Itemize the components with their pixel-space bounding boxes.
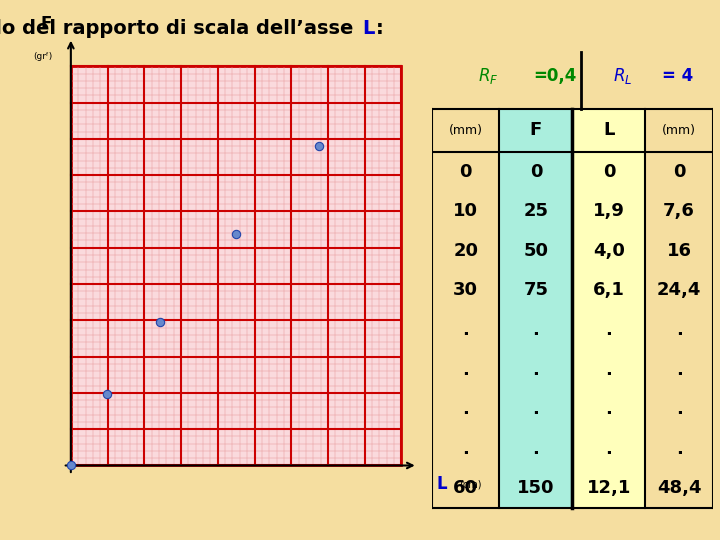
Text: L: L xyxy=(362,19,374,38)
Text: 60: 60 xyxy=(453,480,478,497)
Bar xyxy=(572,310,645,350)
Text: $R_L$: $R_L$ xyxy=(613,66,633,86)
Text: 16: 16 xyxy=(667,242,692,260)
Text: .: . xyxy=(675,361,683,379)
Bar xyxy=(572,389,645,429)
Bar xyxy=(572,152,645,192)
Bar xyxy=(572,469,645,508)
Text: (grᶠ): (grᶠ) xyxy=(33,52,53,62)
Text: .: . xyxy=(675,440,683,458)
Text: 75: 75 xyxy=(523,281,549,300)
Bar xyxy=(500,469,572,508)
Bar xyxy=(500,350,572,389)
Text: .: . xyxy=(462,400,469,418)
Text: 0: 0 xyxy=(459,163,472,181)
Text: .: . xyxy=(675,321,683,339)
Text: .: . xyxy=(533,321,539,339)
Text: 50: 50 xyxy=(523,242,549,260)
Text: 6,1: 6,1 xyxy=(593,281,625,300)
Text: =0,4: =0,4 xyxy=(533,67,577,85)
Text: (cm): (cm) xyxy=(459,480,481,489)
Text: .: . xyxy=(462,321,469,339)
Text: :: : xyxy=(376,19,384,38)
Text: 12,1: 12,1 xyxy=(587,480,631,497)
Bar xyxy=(572,350,645,389)
Text: 0: 0 xyxy=(603,163,615,181)
Bar xyxy=(572,109,645,152)
Text: .: . xyxy=(606,400,612,418)
Bar xyxy=(500,271,572,310)
Bar xyxy=(500,389,572,429)
Bar xyxy=(500,429,572,469)
Text: 0: 0 xyxy=(673,163,685,181)
Text: F: F xyxy=(41,15,53,32)
Text: $R_F$: $R_F$ xyxy=(478,66,498,86)
Text: 30: 30 xyxy=(453,281,478,300)
Text: 25: 25 xyxy=(523,202,549,220)
Bar xyxy=(572,271,645,310)
Text: .: . xyxy=(606,321,612,339)
Bar xyxy=(572,429,645,469)
Bar xyxy=(500,152,572,192)
Text: (mm): (mm) xyxy=(449,124,482,137)
Text: .: . xyxy=(462,361,469,379)
Text: 10: 10 xyxy=(453,202,478,220)
Text: 24,4: 24,4 xyxy=(657,281,701,300)
Text: .: . xyxy=(533,400,539,418)
Text: .: . xyxy=(606,440,612,458)
Text: = 4: = 4 xyxy=(662,67,693,85)
Text: 4,0: 4,0 xyxy=(593,242,625,260)
Text: L: L xyxy=(603,122,615,139)
Bar xyxy=(71,66,402,465)
Bar xyxy=(500,192,572,231)
Text: Calcolo del rapporto di scala dell’asse: Calcolo del rapporto di scala dell’asse xyxy=(0,19,360,38)
Text: 48,4: 48,4 xyxy=(657,480,701,497)
Bar xyxy=(500,310,572,350)
Bar xyxy=(572,231,645,271)
Bar xyxy=(572,192,645,231)
Text: .: . xyxy=(606,361,612,379)
Text: .: . xyxy=(462,440,469,458)
Text: F: F xyxy=(530,122,542,139)
Bar xyxy=(500,109,572,152)
Bar xyxy=(500,231,572,271)
Text: 1,9: 1,9 xyxy=(593,202,625,220)
Text: 0: 0 xyxy=(530,163,542,181)
Text: .: . xyxy=(533,361,539,379)
Text: 7,6: 7,6 xyxy=(663,202,695,220)
Text: (mm): (mm) xyxy=(662,124,696,137)
Text: L: L xyxy=(436,476,447,494)
Text: 150: 150 xyxy=(517,480,554,497)
Text: .: . xyxy=(675,400,683,418)
Text: 20: 20 xyxy=(453,242,478,260)
Text: .: . xyxy=(533,440,539,458)
